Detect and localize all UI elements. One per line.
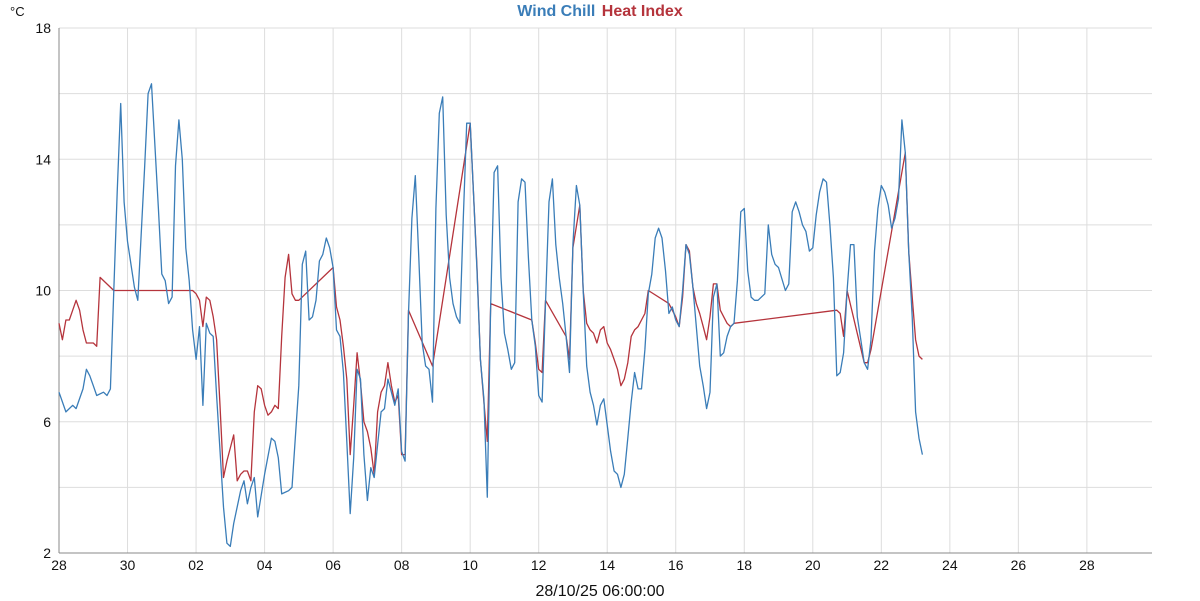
timestamp-label: 28/10/25 06:00:00 (535, 583, 665, 600)
legend-entry-wind-chill[interactable]: Wind Chill (517, 3, 596, 20)
x-tick-label: 10 (462, 557, 478, 573)
x-tick-label: 30 (120, 557, 136, 573)
x-tick-label: 06 (325, 557, 341, 573)
x-tick-label: 16 (668, 557, 684, 573)
y-tick-label: 14 (35, 151, 51, 167)
y-axis: 2 6 10 14 18 (35, 20, 60, 561)
x-tick-label: 08 (394, 557, 410, 573)
x-tick-label: 20 (805, 557, 821, 573)
y-tick-label: 2 (43, 545, 51, 561)
x-tick-label: 26 (1011, 557, 1027, 573)
y-axis-unit-label: °C (10, 4, 25, 19)
series-lines (58, 83, 924, 548)
x-tick-label: 24 (942, 557, 958, 573)
y-tick-label: 6 (43, 414, 51, 430)
x-tick-label: 22 (874, 557, 890, 573)
x-tick-label: 18 (736, 557, 752, 573)
x-tick-label: 02 (188, 557, 204, 573)
grid-lines (58, 27, 1152, 554)
y-tick-label: 10 (35, 283, 51, 299)
x-tick-label: 28 (51, 557, 67, 573)
x-axis: 28 30 02 04 06 08 10 12 14 16 18 20 22 24 26 28 (51, 552, 1152, 573)
chart-legend: Wind Chill Heat Index (0, 3, 1200, 21)
y-tick-label: 18 (35, 20, 51, 36)
x-tick-label: 12 (531, 557, 547, 573)
legend-entry-heat-index[interactable]: Heat Index (601, 3, 683, 20)
x-tick-label: 04 (257, 557, 273, 573)
series-line-wind-chill (58, 83, 924, 548)
x-tick-label: 28 (1079, 557, 1095, 573)
x-tick-label: 14 (599, 557, 615, 573)
